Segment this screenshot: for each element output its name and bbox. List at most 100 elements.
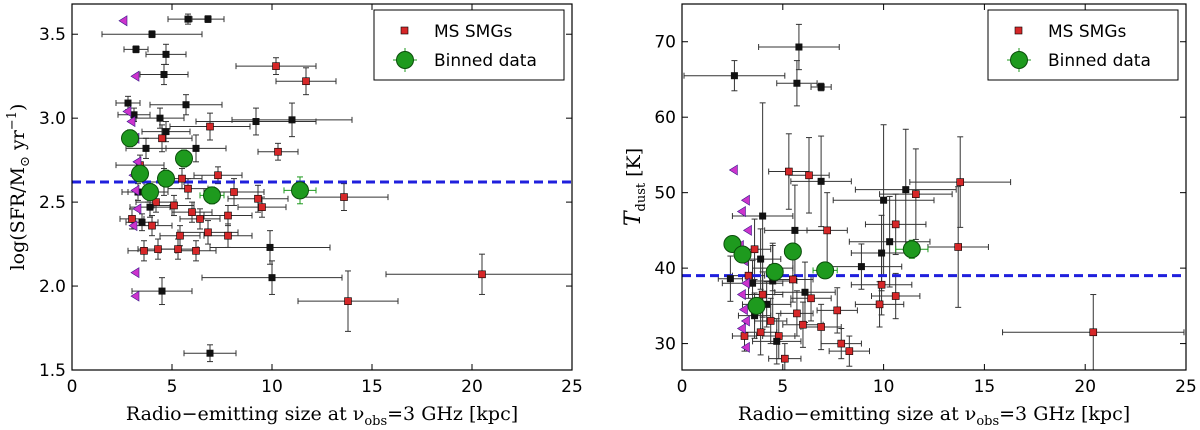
data-point <box>204 228 212 237</box>
data-point <box>954 243 962 251</box>
data-point <box>750 245 759 254</box>
data-point <box>744 271 753 280</box>
y-tick-label: 3.5 <box>39 25 66 45</box>
binned-point <box>131 164 149 183</box>
data-point <box>176 231 184 240</box>
data-point <box>793 309 801 318</box>
y-tick-label: 70 <box>654 33 676 53</box>
upper-limit-point <box>130 290 140 302</box>
tdust-vs-size-panel: 0 5 10 15 20 25 30 40 50 60 70 Radio−emitting size … <box>621 3 1197 429</box>
data-point <box>886 238 894 246</box>
data-point <box>158 287 166 295</box>
data-point <box>204 15 212 23</box>
binned-point <box>783 242 802 261</box>
data-point <box>756 328 765 337</box>
data-point <box>182 101 190 109</box>
data-point <box>252 118 260 126</box>
data-point <box>340 193 348 201</box>
legend-ms-marker <box>1014 26 1023 35</box>
upper-limit-point <box>740 194 750 206</box>
data-point <box>902 186 910 194</box>
upper-limit-point <box>736 322 746 335</box>
data-point <box>912 190 920 198</box>
data-point <box>726 275 734 283</box>
binned-point <box>203 186 221 205</box>
binned-point <box>747 296 766 315</box>
legend-label: MS SMGs <box>1048 22 1126 42</box>
y-tick-label: 2.5 <box>39 193 66 213</box>
data-point <box>791 226 799 234</box>
data-point <box>769 277 777 285</box>
markers-square-black <box>726 43 910 345</box>
data-point <box>875 300 884 309</box>
data-point <box>1089 328 1098 337</box>
data-point <box>795 43 803 51</box>
data-point <box>268 274 276 282</box>
data-point <box>146 203 154 211</box>
data-point <box>730 72 738 80</box>
upper-limit-point <box>128 220 138 232</box>
upper-limit-point <box>130 70 140 82</box>
data-point <box>138 218 146 226</box>
data-point <box>833 306 842 315</box>
data-point <box>344 297 352 305</box>
data-point <box>148 30 156 38</box>
x-tick-label: 0 <box>67 377 78 397</box>
legend: MS SMGs Binned data <box>987 9 1179 81</box>
data-point <box>230 188 238 196</box>
data-point <box>274 147 282 156</box>
legend: MS SMGs Binned data <box>373 9 565 81</box>
data-point <box>845 347 854 355</box>
legend-binned-marker <box>1010 51 1028 69</box>
x-tick-label: 5 <box>167 377 178 397</box>
data-point <box>142 144 150 152</box>
binned-point <box>157 169 175 188</box>
x-tick-label: 20 <box>461 377 483 397</box>
data-point <box>214 171 222 180</box>
data-point <box>817 323 825 331</box>
data-point <box>192 246 200 255</box>
x-tick-label: 15 <box>974 377 996 397</box>
binned-point <box>121 129 139 148</box>
data-point <box>785 167 793 176</box>
data-point <box>124 99 132 107</box>
plot-frame <box>681 3 1187 371</box>
sfr-vs-size-panel: 0 5 10 15 20 25 1.5 2.0 2.5 3.0 3.5 Radio−emitting … <box>5 3 583 429</box>
x-tick-label: 20 <box>1074 377 1096 397</box>
upper-limit-point <box>118 15 128 27</box>
legend-label: MS SMGs <box>434 22 512 42</box>
legend-label: Binned data <box>1048 51 1151 71</box>
data-point <box>877 280 886 289</box>
upper-limit-point <box>132 156 142 168</box>
data-point <box>807 294 815 303</box>
data-point <box>759 212 767 220</box>
data-point <box>178 174 186 183</box>
data-point <box>174 245 182 253</box>
data-point <box>837 339 846 348</box>
plot-area <box>72 13 572 363</box>
data-point <box>148 221 156 230</box>
binned-point <box>902 240 921 259</box>
data-point <box>758 290 767 299</box>
data-point <box>162 50 170 58</box>
binned-point <box>733 245 752 264</box>
data-point <box>158 134 166 143</box>
data-point <box>188 208 196 216</box>
plot-area <box>682 23 1186 370</box>
data-point <box>196 215 204 223</box>
plot-frame <box>71 3 573 371</box>
data-point <box>206 122 214 131</box>
upper-limit-point <box>740 341 750 353</box>
upper-limit-point <box>728 164 738 176</box>
binned-point <box>291 181 309 200</box>
data-point <box>781 354 789 363</box>
data-point <box>206 349 214 357</box>
data-point <box>763 300 771 308</box>
markers-square-red <box>740 167 1098 363</box>
data-point <box>891 292 900 300</box>
data-point <box>160 71 168 79</box>
data-point <box>799 320 807 329</box>
markers-triangle-left-magenta <box>118 15 142 302</box>
x-tick-label: 0 <box>677 377 688 397</box>
